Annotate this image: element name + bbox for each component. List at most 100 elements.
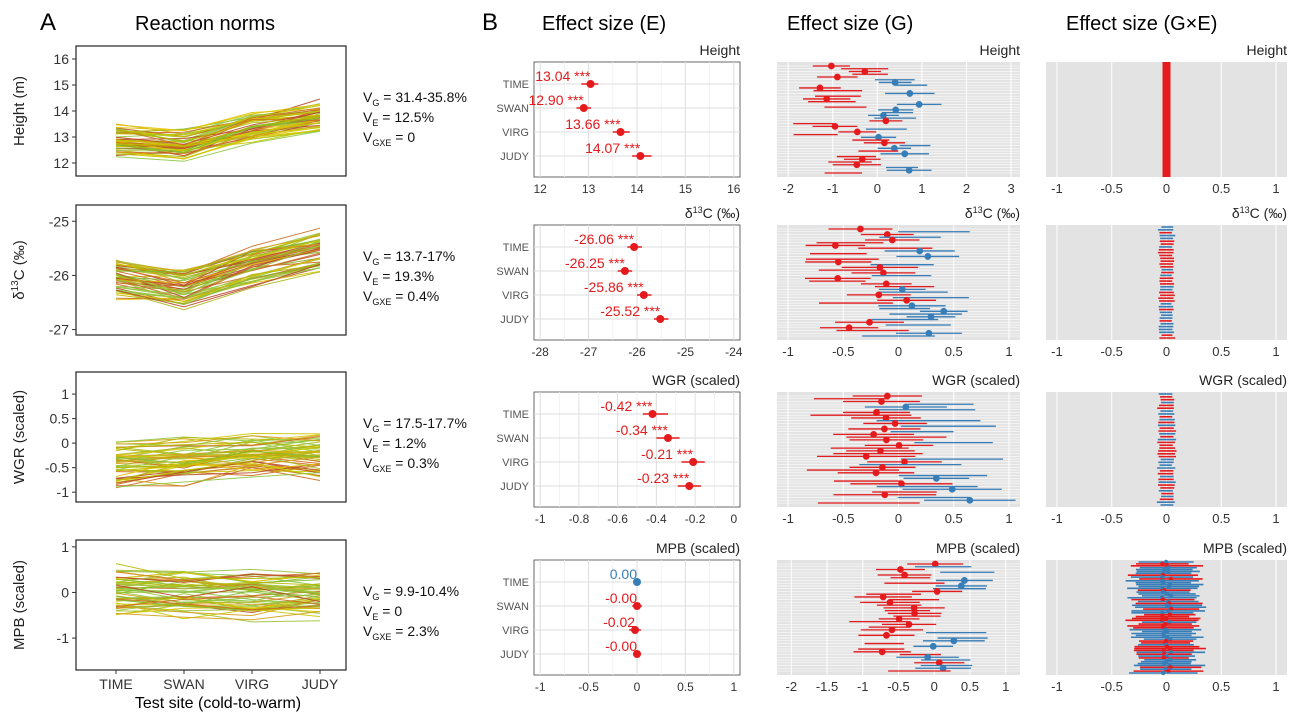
reaction-norm-line	[115, 450, 321, 472]
variance-e: VE = 0	[363, 603, 402, 622]
variance-symbol: V	[363, 415, 373, 431]
family-point	[827, 62, 835, 70]
y-tick-label-swan: SWAN	[496, 433, 529, 445]
panel-b-letter: B	[482, 9, 498, 36]
reaction-norm-line	[115, 111, 321, 145]
variance-value: = 19.3%	[378, 268, 434, 284]
x-tick-label: 1	[730, 680, 737, 694]
x-tick-label: -1	[1051, 344, 1063, 359]
y-tick-label-virg: VIRG	[502, 625, 529, 637]
variance-subscript: GXE	[372, 297, 391, 307]
data-label: -26.25 ***	[565, 255, 625, 271]
x-tick-label: 0	[895, 511, 902, 526]
col-g-title: Effect size (G)	[787, 13, 913, 35]
y-tick-label: -26	[49, 267, 69, 283]
variance-value: = 0.3%	[391, 455, 439, 471]
reaction-norm-line	[115, 127, 321, 148]
family-point	[845, 324, 853, 332]
x-tick-label: 0.5	[1212, 181, 1230, 196]
variance-gxe: VGXE = 2.3%	[363, 623, 439, 642]
reaction-norm-line	[115, 248, 321, 284]
point-swan	[620, 267, 629, 275]
family-point	[902, 403, 910, 411]
variance-symbol: V	[363, 248, 373, 264]
reaction-norm-line	[115, 435, 321, 447]
variance-value: = 13.7-17%	[379, 248, 455, 264]
family-point	[927, 313, 935, 321]
point-virg	[631, 626, 640, 634]
y-tick-label-time: TIME	[503, 242, 529, 254]
family-point	[831, 242, 839, 249]
family-point	[940, 307, 948, 315]
point-virg	[616, 128, 625, 136]
family-point	[834, 258, 842, 266]
family-point	[882, 117, 890, 125]
y-tick-label-time: TIME	[503, 79, 529, 91]
y-tick-label-time: TIME	[503, 577, 529, 589]
reaction-norm-line	[115, 570, 321, 590]
family-point	[924, 653, 932, 661]
family-point	[876, 264, 884, 271]
x-tick-label: 12	[534, 182, 548, 196]
point-swan	[579, 104, 588, 112]
y-tick-label-swan: SWAN	[496, 103, 529, 115]
variance-g: VG = 31.4-35.8%	[363, 89, 467, 108]
family-point	[879, 463, 886, 471]
x-tick-label: 0	[874, 181, 881, 196]
x-tick-label: 14	[630, 182, 644, 196]
point-time	[630, 243, 639, 251]
family-point	[898, 480, 905, 488]
y-tick-label-judy: JUDY	[500, 314, 529, 326]
family-point	[877, 447, 884, 455]
point-swan	[663, 434, 672, 442]
family-point	[888, 626, 896, 634]
x-tick-label: 0.5	[961, 679, 979, 694]
family-point	[831, 122, 839, 130]
y-tick-label: 13	[53, 129, 69, 145]
data-label: -0.21 ***	[641, 446, 694, 462]
family-point	[891, 420, 899, 427]
family-point	[882, 280, 890, 288]
x-tick-label: 0	[931, 679, 938, 694]
y-tick-label: -0.5	[45, 460, 69, 476]
x-tick-label-swan: SWAN	[163, 676, 204, 692]
x-tick-label: 0	[1163, 679, 1170, 694]
family-point	[881, 491, 889, 499]
variance-symbol: V	[363, 435, 373, 451]
reaction-norm-line	[115, 129, 321, 159]
reaction-norm-line	[115, 129, 321, 160]
effect-g-panel-d13c: δ13C (‰) -1 -0.5 0 0.5 1	[777, 205, 1020, 359]
x-tick-label: -0.8	[569, 512, 590, 526]
point-swan	[633, 602, 641, 610]
variance-value: = 2.3%	[391, 623, 439, 639]
reaction-norm-line	[115, 261, 321, 300]
family-point	[870, 431, 878, 438]
reaction-norm-line	[115, 239, 321, 273]
y-tick-label: 0	[61, 435, 69, 451]
reaction-norm-line	[115, 248, 321, 287]
family-point	[905, 620, 913, 628]
variance-subscript: E	[372, 612, 378, 622]
family-point	[853, 128, 861, 136]
family-point	[858, 155, 866, 163]
x-tick-label: -0.5	[1101, 679, 1123, 694]
x-tick-label: 13	[582, 182, 596, 196]
family-point	[966, 496, 974, 504]
isotope-superscript: 13	[693, 205, 703, 215]
x-tick-label: -0.5	[1101, 181, 1123, 196]
reaction-norm-line	[115, 263, 321, 308]
reaction-norm-line	[115, 117, 321, 142]
reaction-norm-line	[115, 107, 321, 146]
x-tick-label: -1	[782, 511, 794, 526]
y-tick-label: -1	[57, 630, 70, 646]
family-point	[816, 84, 824, 92]
gxe-zero-band	[1162, 62, 1171, 177]
x-tick-label: 2	[963, 181, 970, 196]
reaction-norm-line	[115, 267, 321, 299]
facet-strip-label: WGR (scaled)	[652, 372, 740, 388]
family-point	[833, 73, 841, 81]
x-tick-label: 1	[1005, 344, 1012, 359]
data-label: 13.66 ***	[565, 116, 621, 132]
family-point	[879, 269, 887, 277]
